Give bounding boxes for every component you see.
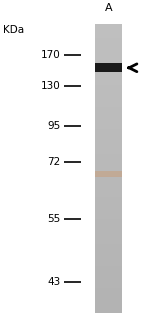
Bar [95, 295, 122, 299]
Bar [95, 67, 122, 71]
Bar [95, 201, 122, 205]
Bar [95, 183, 122, 186]
Bar [95, 237, 122, 241]
Text: KDa: KDa [3, 25, 24, 35]
Bar [95, 111, 122, 114]
Text: 170: 170 [41, 50, 61, 60]
Bar [95, 46, 122, 49]
Bar [95, 273, 122, 277]
Bar [95, 143, 122, 147]
Bar [95, 42, 122, 46]
Bar [95, 132, 122, 136]
Bar [95, 28, 122, 31]
Bar [95, 107, 122, 111]
Bar [95, 49, 122, 53]
Text: 72: 72 [48, 157, 61, 167]
Bar [95, 266, 122, 270]
Bar [95, 64, 122, 67]
Bar [95, 252, 122, 255]
Text: 95: 95 [48, 121, 61, 131]
Bar [95, 24, 122, 28]
Bar [95, 147, 122, 150]
Bar [95, 179, 122, 183]
Bar [95, 194, 122, 197]
Bar [95, 89, 122, 93]
Bar [95, 122, 122, 125]
Bar [95, 288, 122, 291]
Bar [95, 154, 122, 158]
Bar [95, 302, 122, 306]
Bar [95, 223, 122, 226]
Bar [95, 169, 122, 172]
Bar [95, 78, 122, 82]
Bar [95, 212, 122, 215]
Bar [95, 38, 122, 42]
Bar [95, 75, 122, 78]
Bar [95, 190, 122, 194]
Text: 55: 55 [48, 214, 61, 224]
Bar [95, 150, 122, 154]
Bar [95, 255, 122, 259]
Bar [95, 172, 122, 176]
Bar [95, 56, 122, 60]
Bar [95, 197, 122, 201]
Bar [95, 53, 122, 56]
Bar [95, 125, 122, 129]
Bar [95, 82, 122, 85]
Bar [95, 35, 122, 38]
Bar [95, 96, 122, 100]
Bar [95, 241, 122, 244]
Bar [95, 208, 122, 212]
Bar [95, 103, 122, 107]
Bar [95, 161, 122, 165]
Bar [95, 136, 122, 140]
Bar [95, 118, 122, 122]
Bar [95, 31, 122, 35]
Bar [95, 262, 122, 266]
Bar [95, 114, 122, 118]
Bar [95, 100, 122, 103]
Bar [95, 280, 122, 284]
Bar [95, 158, 122, 161]
Bar [95, 205, 122, 208]
Bar [95, 299, 122, 302]
Bar [95, 230, 122, 233]
Bar [95, 284, 122, 288]
Bar [95, 165, 122, 169]
Bar [95, 171, 122, 177]
Bar [95, 63, 122, 72]
Bar [95, 71, 122, 75]
Bar [95, 277, 122, 280]
Bar [95, 186, 122, 190]
Text: 130: 130 [41, 81, 61, 91]
Bar [95, 219, 122, 223]
Bar [95, 215, 122, 219]
Bar [95, 291, 122, 295]
Bar [95, 306, 122, 309]
Bar [95, 244, 122, 248]
Text: 43: 43 [48, 277, 61, 287]
Bar [95, 176, 122, 179]
Bar [95, 270, 122, 273]
Bar [95, 129, 122, 132]
Bar [95, 93, 122, 96]
Bar [95, 60, 122, 64]
Text: A: A [105, 3, 112, 13]
Bar [95, 309, 122, 313]
Bar [95, 140, 122, 143]
Bar [95, 226, 122, 230]
Bar [95, 85, 122, 89]
Bar [95, 259, 122, 262]
Bar [95, 248, 122, 252]
Bar [95, 233, 122, 237]
